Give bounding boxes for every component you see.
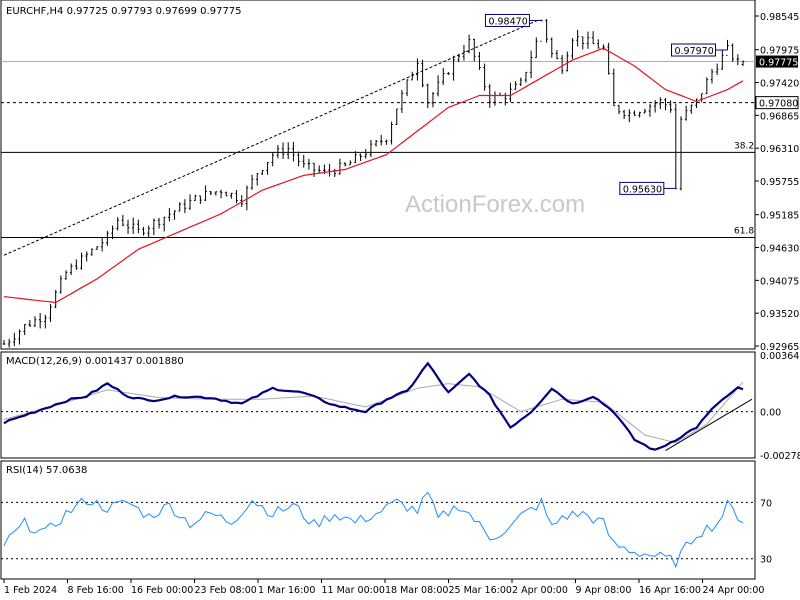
price-pane: ActionForex.com EURCHF,H4 0.97725 0.9779…: [0, 0, 799, 353]
price-callout-label: 0.98470: [488, 16, 527, 27]
price-callout-box: [670, 43, 716, 57]
price-axis-label: 0.96865: [760, 111, 799, 122]
current-price-tag: [756, 55, 798, 68]
moving-average-line: [3, 47, 744, 304]
x-axis-label: 16 Apr 16:00: [639, 585, 701, 596]
candles: [2, 19, 745, 348]
macd-title: MACD(12,26,9) 0.001437 0.001880: [6, 356, 184, 367]
price-axis-label: 0.92965: [760, 342, 799, 353]
macd-axis-label: 0.00: [760, 408, 781, 419]
price-axis-label: 0.94630: [760, 244, 799, 255]
level-label: 0.97080: [759, 99, 798, 110]
macd-pane: MACD(12,26,9) 0.001437 0.001880 0.003641…: [0, 351, 800, 462]
x-axis-label: 16 Feb 00:00: [131, 585, 193, 596]
x-axis-label: 1 Mar 16:00: [258, 585, 315, 596]
chart-header: EURCHF,H4 0.97725 0.97793 0.97699 0.9777…: [6, 6, 242, 17]
fibonacci-label: 61.8: [734, 226, 754, 236]
x-axis-label: 25 Mar 16:00: [449, 585, 512, 596]
price-callout-label: 0.95630: [623, 184, 662, 195]
price-axis-label: 0.94075: [760, 276, 799, 287]
rsi-axis-label: 70: [760, 498, 772, 509]
x-axis-label: 11 Mar 00:00: [322, 585, 385, 596]
macd-pane-frame: [0, 351, 756, 459]
rsi-axis-label: 30: [760, 555, 772, 566]
x-axis-label: 1 Feb 2024: [4, 585, 57, 596]
x-axis-label: 18 Mar 08:00: [385, 585, 448, 596]
price-callout-box: [484, 13, 530, 27]
price-axis-label: 0.95185: [760, 211, 799, 222]
rsi-pane: RSI(14) 57.0638 70 30: [0, 460, 772, 580]
macd-trendline: [665, 398, 753, 451]
price-pane-frame: [0, 0, 756, 350]
price-axis-label: 0.97975: [760, 46, 799, 57]
price-axis-label: 0.95755: [760, 177, 799, 188]
fibonacci-label: 38.2: [734, 141, 754, 151]
rsi-pane-frame: [0, 460, 756, 580]
current-price-label: 0.97775: [759, 58, 798, 69]
x-axis: 1 Feb 2024 8 Feb 16:00 16 Feb 00:00 23 Feb …: [3, 579, 765, 596]
macd-axis-label: 0.003641: [760, 351, 800, 362]
level-tag: [755, 96, 799, 110]
macd-line: [3, 361, 744, 451]
rsi-title: RSI(14) 57.0638: [6, 465, 87, 476]
price-axis-label: 0.93520: [760, 309, 799, 320]
macd-signal-line: [3, 381, 744, 444]
x-axis-label: 8 Feb 16:00: [68, 585, 124, 596]
x-axis-label: 23 Feb 08:00: [195, 585, 257, 596]
price-callout-label: 0.97970: [674, 46, 713, 57]
watermark: ActionForex.com: [405, 191, 585, 218]
trend-channel-line: [3, 19, 538, 256]
macd-axis-label: -0.002788: [760, 451, 800, 462]
price-axis-label: 0.96310: [760, 144, 799, 155]
price-axis-label: 0.98545: [760, 12, 799, 23]
price-callout-box: [619, 181, 665, 195]
x-axis-label: 2 Apr 00:00: [512, 585, 568, 596]
price-axis-label: 0.97420: [760, 79, 799, 90]
x-axis-label: 24 Apr 00:00: [703, 585, 765, 596]
x-axis-label: 9 Apr 08:00: [576, 585, 632, 596]
rsi-line: [3, 491, 744, 569]
